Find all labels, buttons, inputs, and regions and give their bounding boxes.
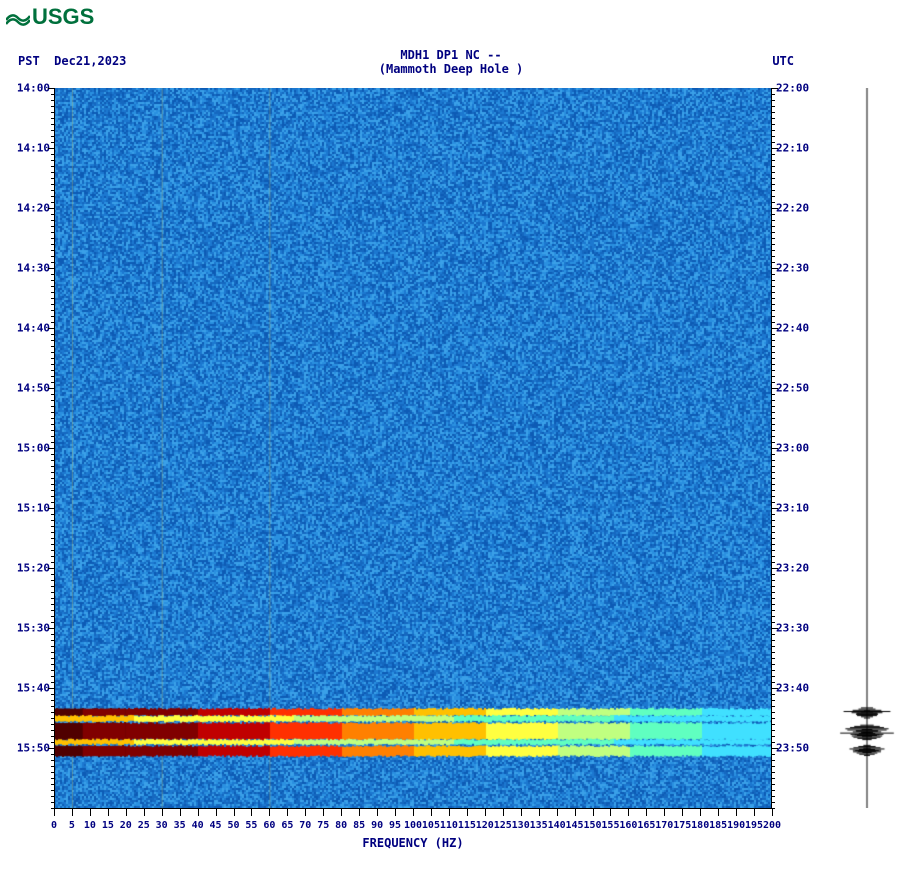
y-tick-right-label: 22:40 — [776, 322, 809, 333]
x-tick-label: 40 — [192, 820, 204, 831]
tz-right-label: UTC — [772, 54, 794, 68]
x-tick-label: 70 — [299, 820, 311, 831]
x-tick-label: 75 — [317, 820, 329, 831]
x-tick-label: 105 — [422, 820, 440, 831]
waveform-canvas — [838, 88, 896, 808]
y-tick-right-label: 23:40 — [776, 682, 809, 693]
timezone-right: UTC — [772, 54, 794, 68]
x-tick-label: 15 — [102, 820, 114, 831]
x-tick-label: 100 — [404, 820, 422, 831]
y-tick-left-label: 14:10 — [17, 142, 50, 153]
y-tick-left-label: 15:30 — [17, 623, 50, 634]
x-tick-label: 150 — [583, 820, 601, 831]
y-tick-left-label: 15:20 — [17, 563, 50, 574]
x-axis-label: FREQUENCY (HZ) — [54, 836, 772, 850]
y-tick-left-label: 14:20 — [17, 203, 50, 214]
x-tick-label: 80 — [335, 820, 347, 831]
y-tick-right-label: 22:10 — [776, 142, 809, 153]
x-tick-label: 85 — [353, 820, 365, 831]
x-tick-label: 25 — [138, 820, 150, 831]
x-tick-label: 35 — [174, 820, 186, 831]
tz-left-label: PST — [18, 54, 40, 68]
title-line-2: (Mammoth Deep Hole ) — [0, 62, 902, 76]
date-label: Dec21,2023 — [54, 54, 126, 68]
y-tick-right-label: 23:20 — [776, 563, 809, 574]
x-tick-label: 140 — [548, 820, 566, 831]
x-tick-label: 200 — [763, 820, 781, 831]
y-axis-right: 22:0022:1022:2022:3022:4022:5023:0023:10… — [772, 88, 832, 808]
x-tick-label: 170 — [655, 820, 673, 831]
x-tick-label: 30 — [156, 820, 168, 831]
x-tick-label: 0 — [51, 820, 57, 831]
x-tick-label: 160 — [619, 820, 637, 831]
title-line-1: MDH1 DP1 NC -- — [0, 48, 902, 62]
y-tick-right-label: 22:30 — [776, 263, 809, 274]
x-tick-label: 195 — [745, 820, 763, 831]
x-tick-label: 90 — [371, 820, 383, 831]
y-tick-left-label: 15:00 — [17, 443, 50, 454]
y-tick-left-label: 14:30 — [17, 263, 50, 274]
x-tick-label: 130 — [512, 820, 530, 831]
chart-title: MDH1 DP1 NC -- (Mammoth Deep Hole ) — [0, 48, 902, 77]
y-tick-left-label: 15:50 — [17, 743, 50, 754]
y-tick-right-label: 23:30 — [776, 623, 809, 634]
x-tick-label: 175 — [673, 820, 691, 831]
x-tick-label: 190 — [727, 820, 745, 831]
y-tick-right-label: 23:00 — [776, 443, 809, 454]
y-tick-right-label: 22:50 — [776, 383, 809, 394]
x-tick-label: 10 — [84, 820, 96, 831]
usgs-wave-icon — [6, 8, 30, 26]
y-tick-left-label: 14:50 — [17, 383, 50, 394]
y-tick-left-label: 15:10 — [17, 502, 50, 513]
x-tick-label: 95 — [389, 820, 401, 831]
x-tick-label: 65 — [281, 820, 293, 831]
usgs-logo: USGS — [6, 4, 94, 30]
spectrogram-plot — [54, 88, 772, 808]
spectrogram-canvas — [54, 88, 772, 808]
x-tick-label: 115 — [458, 820, 476, 831]
x-tick-label: 20 — [120, 820, 132, 831]
x-tick-label: 135 — [530, 820, 548, 831]
y-tick-right-label: 23:50 — [776, 743, 809, 754]
y-tick-right-label: 22:00 — [776, 83, 809, 94]
x-tick-label: 155 — [601, 820, 619, 831]
y-tick-left-label: 15:40 — [17, 682, 50, 693]
y-tick-left-label: 14:40 — [17, 322, 50, 333]
x-tick-label: 5 — [69, 820, 75, 831]
x-tick-label: 165 — [637, 820, 655, 831]
y-tick-left-label: 14:00 — [17, 83, 50, 94]
timezone-left: PST Dec21,2023 — [18, 54, 126, 68]
x-tick-label: 50 — [227, 820, 239, 831]
x-tick-label: 120 — [476, 820, 494, 831]
y-axis-left: 14:0014:1014:2014:3014:4014:5015:0015:10… — [0, 88, 54, 808]
x-tick-label: 180 — [691, 820, 709, 831]
x-tick-label: 185 — [709, 820, 727, 831]
x-tick-label: 125 — [494, 820, 512, 831]
x-tick-label: 110 — [440, 820, 458, 831]
x-tick-label: 145 — [566, 820, 584, 831]
y-tick-right-label: 23:10 — [776, 502, 809, 513]
waveform-sidebar — [838, 88, 896, 808]
x-tick-label: 55 — [245, 820, 257, 831]
usgs-logo-text: USGS — [32, 4, 94, 30]
x-tick-label: 45 — [210, 820, 222, 831]
y-tick-right-label: 22:20 — [776, 203, 809, 214]
x-tick-label: 60 — [263, 820, 275, 831]
